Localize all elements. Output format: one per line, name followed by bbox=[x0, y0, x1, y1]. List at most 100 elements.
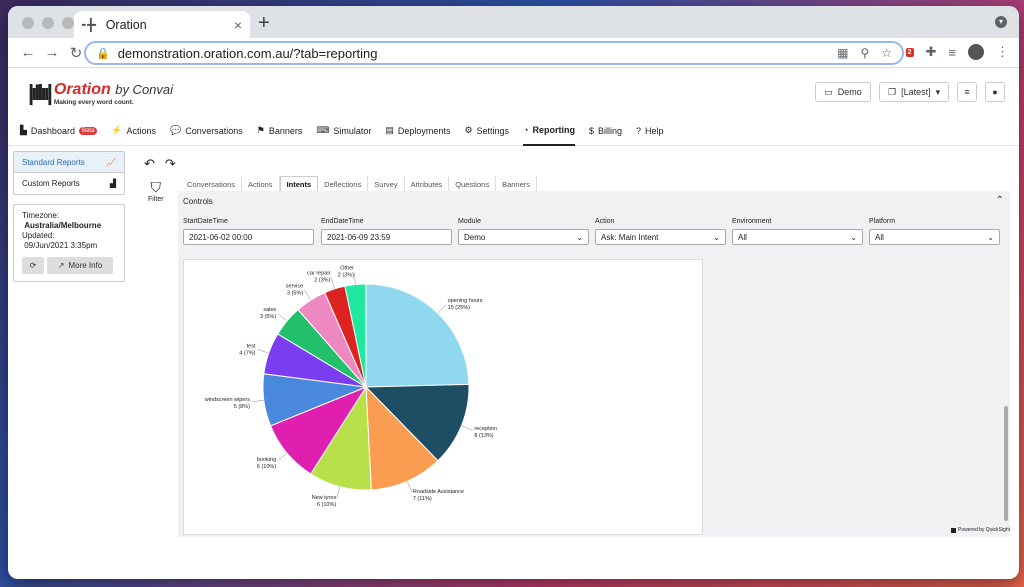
collapse-icon[interactable]: ⌃ bbox=[995, 195, 1004, 206]
back-icon[interactable]: ← bbox=[20, 44, 36, 61]
demo-label: Demo bbox=[837, 87, 862, 97]
quicksight-icon bbox=[951, 527, 957, 533]
forward-icon[interactable]: → bbox=[44, 44, 60, 61]
filter-button[interactable]: ⛉ Filter bbox=[148, 179, 164, 203]
hamburger-icon: ≡ bbox=[964, 87, 970, 97]
nav-item-help[interactable]: ? Help bbox=[636, 116, 664, 146]
start-date-input[interactable]: 2021-06-02 00:00 bbox=[183, 229, 314, 245]
scrollbar[interactable] bbox=[1004, 406, 1008, 521]
maximize-window-button[interactable] bbox=[62, 17, 74, 29]
nav-item-reporting[interactable]: ◔ Reporting bbox=[523, 116, 575, 146]
report-panel: Controls ⌃ StartDateTime 2021-06-02 00:0… bbox=[178, 191, 1010, 537]
platform-control: Platform All ⌄ bbox=[869, 218, 1000, 245]
subtab-intents[interactable]: Intents bbox=[279, 176, 319, 192]
url-text: demonstration.oration.com.au/?tab=report… bbox=[117, 45, 378, 61]
start-date-control: StartDateTime 2021-06-02 00:00 bbox=[183, 218, 314, 245]
kebab-menu-icon[interactable]: ⋮ bbox=[996, 44, 1009, 59]
slice-label: sales 3 (5%) bbox=[260, 307, 276, 320]
nav-item-dashboard[interactable]: ▙ Dashboard Beta bbox=[20, 116, 98, 146]
controls-title: Controls bbox=[183, 197, 213, 206]
chat-icon: 💬 bbox=[170, 125, 182, 135]
start-date-label: StartDateTime bbox=[183, 218, 228, 225]
nav-item-banners[interactable]: ⚑ Banners bbox=[257, 116, 303, 146]
oration-logo[interactable]: |ıIlıı| Oration by Convai Making every w… bbox=[28, 80, 173, 106]
line-chart-icon: 📈 bbox=[106, 157, 116, 167]
leader-line bbox=[461, 425, 473, 431]
flag-icon: ⚑ bbox=[256, 125, 265, 135]
leader-line bbox=[277, 452, 288, 461]
nav-item-actions[interactable]: ⚡ Actions bbox=[111, 116, 156, 146]
logo-by: by Convai bbox=[115, 81, 174, 97]
redo-icon[interactable]: ↷ bbox=[164, 156, 176, 171]
refresh-icon: ⟳ bbox=[29, 260, 37, 270]
chevron-down-icon: ⌄ bbox=[850, 232, 857, 242]
custom-reports-item[interactable]: Custom Reports ▟ bbox=[14, 173, 124, 194]
keyboard-icon: ⌨ bbox=[316, 125, 330, 135]
subtab-deflections[interactable]: Deflections bbox=[318, 176, 369, 192]
nav-item-deployments[interactable]: ▤ Deployments bbox=[385, 116, 450, 146]
user-button[interactable]: ● bbox=[985, 82, 1005, 102]
nav-item-settings[interactable]: ⚙ Settings bbox=[464, 116, 509, 146]
nav-label: Help bbox=[645, 125, 664, 136]
nav-item-simulator[interactable]: ⌨ Simulator bbox=[316, 116, 371, 146]
subtab-actions[interactable]: Actions bbox=[242, 176, 280, 192]
reload-icon[interactable]: ↻ bbox=[69, 44, 83, 62]
end-date-input[interactable]: 2021-06-09 23:59 bbox=[321, 229, 452, 245]
chrome-tab-search-icon[interactable]: ▾ bbox=[995, 16, 1007, 28]
bookmark-star-icon[interactable]: ☆ bbox=[881, 46, 892, 60]
standard-reports-item[interactable]: Standard Reports 📈 bbox=[14, 152, 124, 173]
platform-select[interactable]: All ⌄ bbox=[869, 229, 1000, 245]
action-value: Ask: Main Intent bbox=[601, 232, 659, 242]
nav-label: Reporting bbox=[532, 124, 576, 135]
pie-slice-roadside-assistance[interactable] bbox=[365, 385, 439, 491]
close-window-button[interactable] bbox=[22, 17, 34, 29]
slice-label: Other 2 (3%) bbox=[338, 266, 354, 279]
updated-value: 09/Jun/2021 3:35pm bbox=[24, 241, 98, 250]
lock-icon: 🔒 bbox=[96, 47, 110, 60]
tab-close-button[interactable]: × bbox=[233, 16, 242, 33]
leader-line bbox=[257, 348, 269, 354]
pie-icon: ◔ bbox=[523, 124, 529, 135]
zoom-icon[interactable]: ⚲ bbox=[860, 46, 870, 60]
nav-label: Dashboard bbox=[30, 125, 75, 136]
module-value: Demo bbox=[464, 232, 486, 242]
leader-line bbox=[277, 313, 288, 322]
undo-icon[interactable]: ↶ bbox=[144, 156, 155, 171]
subtab-survey[interactable]: Survey bbox=[368, 176, 405, 192]
pie-slice-reception[interactable] bbox=[364, 383, 470, 462]
new-tab-button[interactable]: + bbox=[258, 12, 270, 34]
version-dropdown[interactable]: ❐ [Latest] ▾ bbox=[879, 82, 949, 102]
demo-button[interactable]: ▭ Demo bbox=[815, 82, 871, 102]
refresh-button[interactable]: ⟳ bbox=[22, 257, 44, 274]
nav-label: Conversations bbox=[185, 125, 243, 136]
menu-button[interactable]: ≡ bbox=[957, 82, 977, 102]
action-select[interactable]: Ask: Main Intent ⌄ bbox=[595, 229, 726, 245]
browser-tab[interactable]: ╸╋╸ Oration × bbox=[74, 11, 250, 38]
pie-slice-other[interactable] bbox=[344, 283, 367, 388]
extension-badge[interactable]: 2 bbox=[905, 47, 914, 57]
minimize-window-button[interactable] bbox=[42, 17, 54, 29]
gear-icon: ⚙ bbox=[464, 125, 473, 135]
environment-select[interactable]: All ⌄ bbox=[732, 229, 863, 245]
nav-item-conversations[interactable]: 💬 Conversations bbox=[170, 116, 243, 146]
address-bar[interactable]: 🔒 demonstration.oration.com.au/?tab=repo… bbox=[84, 41, 904, 65]
module-select[interactable]: Demo ⌄ bbox=[458, 229, 589, 245]
leader-line bbox=[336, 486, 341, 499]
subtab-attributes[interactable]: Attributes bbox=[405, 176, 450, 192]
subtab-banners[interactable]: Banners bbox=[496, 176, 538, 192]
slice-label: windscreen wipers 5 (8%) bbox=[204, 397, 250, 410]
leader-line bbox=[407, 481, 413, 493]
nav-item-billing[interactable]: $ Billing bbox=[589, 116, 622, 146]
reading-list-icon[interactable]: ≡ bbox=[948, 44, 956, 60]
pie-slice-opening-hours[interactable] bbox=[365, 283, 470, 388]
qr-code-icon[interactable]: ▦ bbox=[837, 46, 849, 60]
subtab-conversations[interactable]: Conversations bbox=[181, 176, 242, 192]
profile-avatar[interactable] bbox=[968, 44, 984, 60]
subtab-questions[interactable]: Questions bbox=[449, 176, 497, 192]
more-info-button[interactable]: ↗ More Info bbox=[47, 257, 113, 274]
nav-label: Banners bbox=[268, 125, 303, 136]
copy-icon: ❐ bbox=[888, 86, 897, 97]
environment-label: Environment bbox=[732, 218, 772, 225]
tab-title: Oration bbox=[105, 17, 147, 32]
puzzle-icon[interactable]: ✚ bbox=[925, 44, 937, 59]
